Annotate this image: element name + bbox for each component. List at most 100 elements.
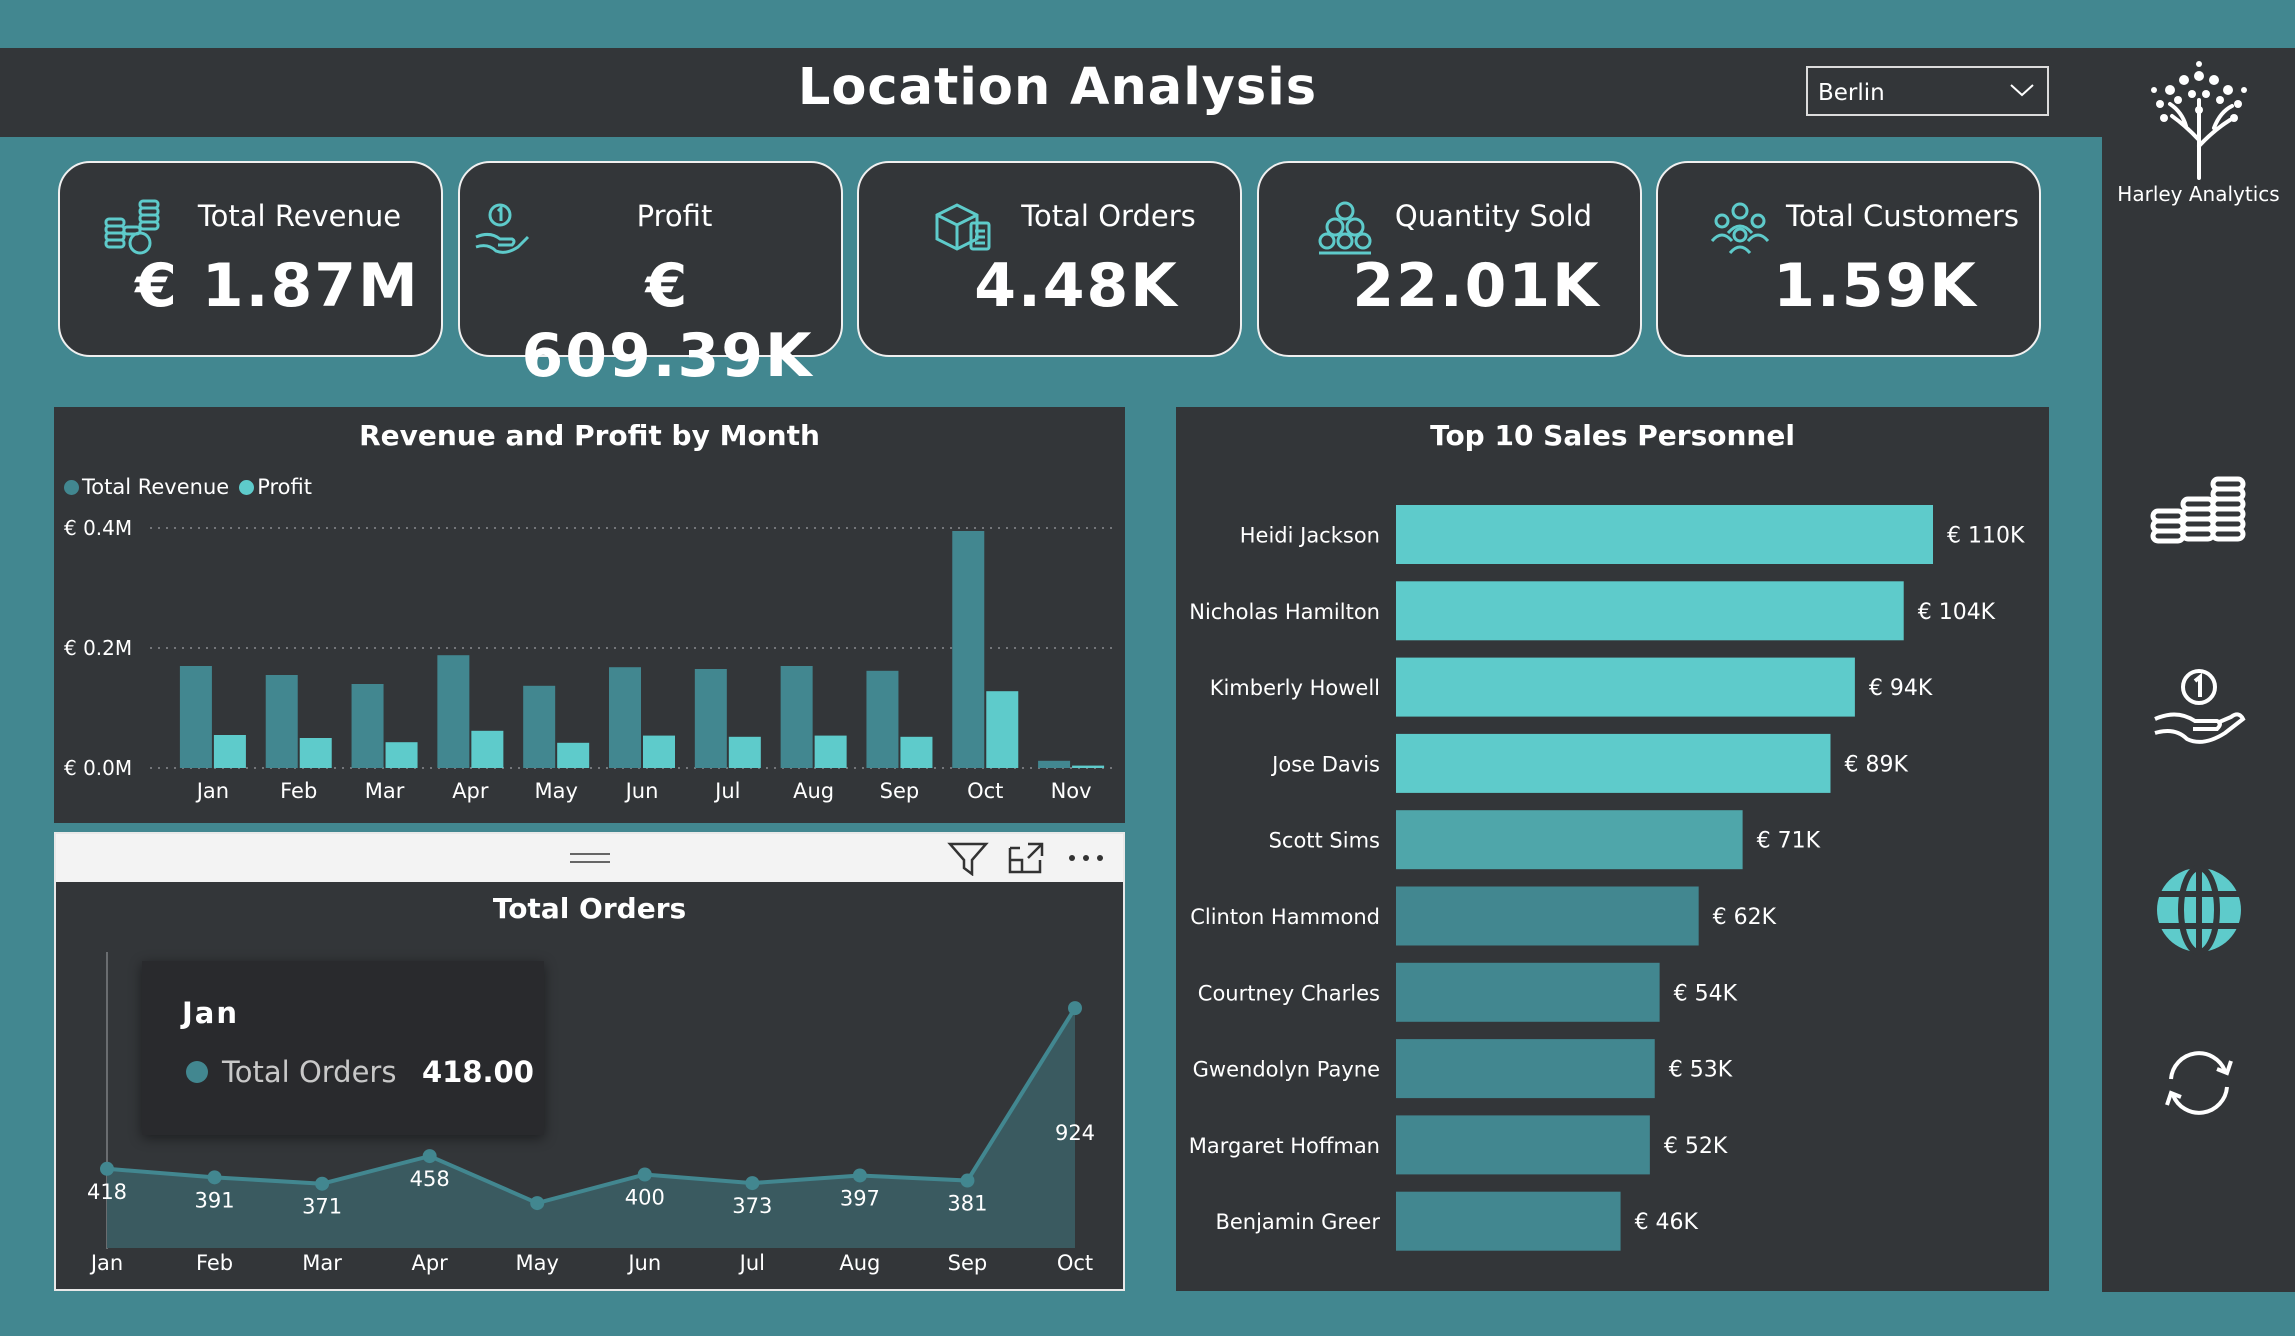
legend-label: Profit <box>257 475 312 499</box>
kpi-card-total-orders: Total Orders 4.48K <box>857 161 1242 357</box>
data-label: € 46K <box>1635 1210 1699 1235</box>
kpi-label: Profit <box>636 199 713 233</box>
kpi-value: 4.48K <box>974 251 1179 321</box>
profit-bar <box>814 735 847 768</box>
orders-point <box>530 1196 545 1211</box>
page-title: Location Analysis <box>797 58 1318 117</box>
refresh-icon <box>2165 1051 2233 1115</box>
y-tick-label: € 0.4M <box>64 516 132 540</box>
orders-area <box>107 1008 1075 1248</box>
data-label: 418 <box>87 1180 127 1204</box>
x-tick-label: Apr <box>411 1251 448 1275</box>
brand-name: Harley Analytics <box>2117 182 2280 206</box>
x-tick-label: Sep <box>880 779 920 803</box>
chart-tooltip: Jan Total Orders 418.00 <box>142 961 544 1135</box>
data-label: € 62K <box>1713 905 1777 930</box>
orders-point <box>422 1149 437 1164</box>
x-tick-label: Apr <box>452 779 489 803</box>
globe-icon <box>2157 865 2241 955</box>
revenue-bar <box>179 666 212 768</box>
kpi-label: Total Orders <box>1021 199 1196 233</box>
data-label: € 104K <box>1918 600 1996 625</box>
top-sales-personnel-chart[interactable]: Top 10 Sales Personnel Heidi Jackson € 11… <box>1176 407 2049 1291</box>
x-tick-label: Mar <box>365 779 405 803</box>
category-label: Courtney Charles <box>1198 981 1380 1005</box>
data-label: 400 <box>625 1186 665 1210</box>
focus-mode-icon[interactable] <box>1006 840 1046 876</box>
x-tick-label: Jun <box>626 1251 661 1275</box>
kpi-card-profit: Profit € 609.39K <box>458 161 843 391</box>
profit-bar <box>900 736 933 768</box>
nav-location-button[interactable] <box>2147 858 2251 962</box>
y-tick-label: € 0.2M <box>64 636 132 660</box>
profit-bar <box>213 735 246 768</box>
total-orders-plot: 418 Jan 391 Feb 371 Mar 458 Apr May 400 Jun 373 Jul 3… <box>87 952 1095 1275</box>
x-tick-label: Jul <box>738 1251 765 1275</box>
profit-bar <box>471 730 504 768</box>
x-tick-label: Oct <box>967 779 1003 803</box>
sales-bar <box>1396 1115 1650 1175</box>
nav-profit-button[interactable] <box>2147 657 2251 761</box>
top-sales-plot: Heidi Jackson € 110K Nicholas Hamilton € 10… <box>1189 505 2025 1251</box>
hand-coin-icon <box>475 203 530 254</box>
revenue-bar <box>694 669 727 768</box>
revenue-profit-chart[interactable]: Revenue and Profit by Month Total Revenu… <box>54 407 1125 823</box>
tooltip-title: Jan <box>182 996 240 1030</box>
legend-label: Total Revenue <box>82 475 230 499</box>
data-label: 458 <box>410 1167 450 1191</box>
y-tick-label: € 0.0M <box>64 756 132 780</box>
category-label: Margaret Hoffman <box>1189 1134 1380 1158</box>
sales-bar <box>1396 581 1904 641</box>
category-label: Kimberly Howell <box>1210 676 1380 700</box>
visual-header-toolbar <box>56 834 1123 882</box>
sales-bar <box>1396 1039 1655 1099</box>
profit-bar <box>643 735 675 768</box>
data-label: 391 <box>195 1188 235 1212</box>
data-label: 373 <box>732 1194 772 1218</box>
legend-dot <box>64 480 79 495</box>
x-tick-label: Aug <box>839 1251 880 1275</box>
legend-item-profit[interactable]: Profit <box>239 475 312 499</box>
data-label: 397 <box>840 1186 880 1210</box>
x-tick-label: Nov <box>1051 779 1092 803</box>
kpi-card-total-revenue: Total Revenue € 1.87M <box>58 161 443 357</box>
category-label: Clinton Hammond <box>1190 905 1380 929</box>
total-orders-chart[interactable]: Total Orders 418 Jan 391 Feb 371 Mar 458 Apr May… <box>54 832 1125 1291</box>
legend-item-revenue[interactable]: Total Revenue <box>64 475 229 499</box>
nav-refresh-button[interactable] <box>2147 1031 2251 1135</box>
drag-handle-icon[interactable] <box>568 848 612 868</box>
category-label: Benjamin Greer <box>1215 1210 1380 1234</box>
x-tick-label: Feb <box>196 1251 233 1275</box>
chart-title: Revenue and Profit by Month <box>359 419 820 452</box>
orders-point <box>315 1176 330 1191</box>
data-label: € 89K <box>1844 752 1908 777</box>
data-label: 381 <box>947 1192 987 1216</box>
filter-icon[interactable] <box>946 840 990 876</box>
data-label: € 71K <box>1757 829 1821 854</box>
kpi-card-quantity-sold: Quantity Sold 22.01K <box>1257 161 1642 357</box>
kpi-label: Total Revenue <box>197 199 402 233</box>
chart-legend: Total Revenue Profit <box>64 475 312 499</box>
orders-point <box>1068 1001 1082 1016</box>
location-dropdown[interactable]: Berlin <box>1806 66 2049 116</box>
profit-bar <box>1072 765 1105 768</box>
logo-tree-icon <box>2151 61 2247 180</box>
revenue-bar <box>1038 760 1071 768</box>
chart-title: Top 10 Sales Personnel <box>1430 419 1795 452</box>
data-label: € 110K <box>1947 524 2025 549</box>
revenue-bar <box>609 667 641 768</box>
revenue-bar <box>952 531 985 768</box>
orders-point <box>852 1168 867 1183</box>
revenue-bar <box>523 685 556 768</box>
kpi-value: € 609.39K <box>521 251 814 391</box>
profit-bar <box>557 742 590 768</box>
sales-bar <box>1396 886 1699 946</box>
sales-bar <box>1396 505 1933 564</box>
more-options-icon[interactable] <box>1066 848 1106 868</box>
revenue-bar <box>351 684 384 768</box>
header-bar <box>0 48 2102 137</box>
nav-revenue-button[interactable] <box>2147 455 2251 559</box>
profit-bar <box>728 736 761 768</box>
orders-point <box>745 1176 760 1191</box>
sales-bar <box>1396 657 1855 717</box>
